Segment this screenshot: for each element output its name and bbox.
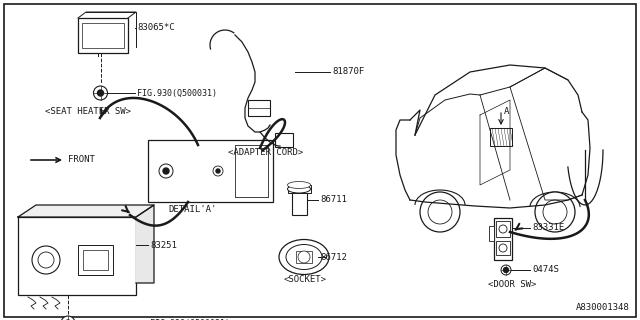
Text: 83251: 83251 [150,241,177,250]
Bar [248,100,270,116]
Circle shape [504,268,509,273]
Circle shape [216,169,220,173]
Bar [275,133,293,147]
Text: <SEAT HEATER SW>: <SEAT HEATER SW> [45,107,131,116]
Circle shape [32,246,60,274]
Text: A: A [504,108,509,116]
Text: <ADAPTER CORD>: <ADAPTER CORD> [228,148,303,157]
Text: 86711: 86711 [320,196,347,204]
Circle shape [93,86,108,100]
Bar [496,241,510,255]
Circle shape [97,90,104,96]
Circle shape [499,225,507,233]
Bar [296,251,312,263]
Polygon shape [136,205,154,283]
Text: <DOOR SW>: <DOOR SW> [488,280,536,289]
Text: FIG.930(Q500031): FIG.930(Q500031) [150,318,230,320]
Text: A830001348: A830001348 [576,303,630,312]
Circle shape [535,192,575,232]
Text: <SOCKET>: <SOCKET> [284,275,327,284]
Bar [489,226,494,241]
Text: 81870F: 81870F [332,68,364,76]
Bar [496,221,510,237]
Text: 83331E: 83331E [532,223,564,233]
Circle shape [38,252,54,268]
Ellipse shape [279,239,329,275]
Circle shape [163,168,169,174]
Polygon shape [18,205,154,217]
Ellipse shape [287,185,310,193]
Circle shape [61,316,75,320]
Text: DETAIL'A': DETAIL'A' [168,205,216,214]
Text: FIG.930(Q500031): FIG.930(Q500031) [137,89,217,98]
Ellipse shape [286,244,322,269]
Bar [82,23,124,48]
Bar [78,18,128,53]
Bar [292,185,307,215]
Ellipse shape [287,181,310,188]
Text: 83065*C: 83065*C [137,23,175,33]
Text: FRONT: FRONT [68,156,95,164]
Text: 0474S: 0474S [532,266,559,275]
Text: 86712: 86712 [320,252,347,261]
Circle shape [543,200,567,224]
Bar [83,250,108,270]
Circle shape [159,164,173,178]
Circle shape [420,192,460,232]
Bar [490,128,512,146]
Bar [18,217,136,295]
Circle shape [501,265,511,275]
Bar [148,140,273,202]
Circle shape [428,200,452,224]
Circle shape [499,244,507,252]
Bar [78,245,113,275]
Bar [235,145,268,197]
Bar [288,185,311,193]
Bar [494,218,512,260]
Bar [235,145,268,197]
Circle shape [298,251,310,263]
Circle shape [213,166,223,176]
